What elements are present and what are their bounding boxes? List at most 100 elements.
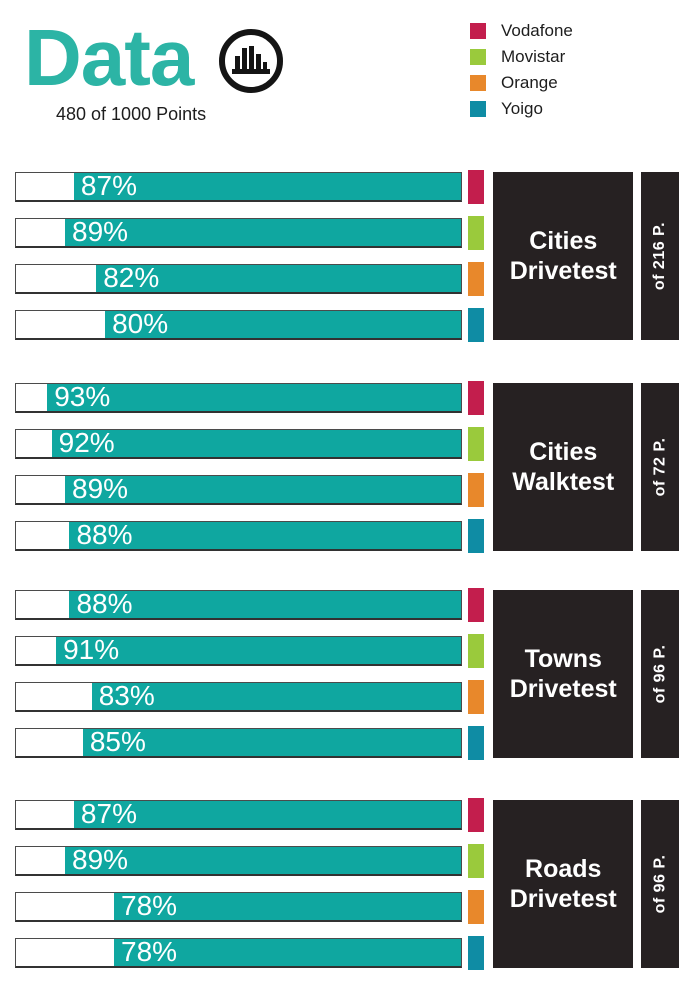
legend-swatch-vodafone xyxy=(470,22,486,39)
bar-value-label: 87% xyxy=(80,172,137,201)
group-label: Cities Drivetest xyxy=(509,226,617,286)
yoigo-marker xyxy=(468,726,485,760)
bar-fill: 78% xyxy=(114,892,462,921)
group-roads-drivetest: 87% 89% 78% 78% xyxy=(15,798,679,970)
orange-marker xyxy=(468,473,485,507)
bar-movistar: 89% xyxy=(15,846,463,876)
legend-swatch-orange xyxy=(470,74,486,91)
movistar-marker xyxy=(468,634,485,668)
operator-marker-column xyxy=(468,588,485,760)
bar-column: 93% 92% 89% 88% xyxy=(15,383,463,551)
bar-value-label: 85% xyxy=(89,728,146,757)
group-points-label: of 72 P. xyxy=(651,437,668,497)
bar-orange: 78% xyxy=(15,892,463,922)
bar-fill: 88% xyxy=(69,590,462,619)
group-points-box: of 96 P. xyxy=(641,590,679,758)
bar-value-label: 80% xyxy=(112,310,169,339)
group-label-box: Cities Drivetest xyxy=(493,172,633,340)
group-label-box: Towns Drivetest xyxy=(493,590,633,758)
bar-chart-circle-icon xyxy=(218,28,284,94)
bar-fill: 78% xyxy=(114,938,462,967)
bar-value-label: 89% xyxy=(72,218,129,247)
vodafone-marker xyxy=(468,588,485,622)
vodafone-marker xyxy=(468,170,485,204)
legend-label-vodafone: Vodafone xyxy=(501,21,573,40)
bar-orange: 89% xyxy=(15,475,463,505)
movistar-marker xyxy=(468,427,485,461)
bar-vodafone: 87% xyxy=(15,172,463,202)
group-points-box: of 216 P. xyxy=(641,172,679,340)
bar-yoigo: 88% xyxy=(15,521,463,551)
bar-movistar: 91% xyxy=(15,636,463,666)
orange-marker xyxy=(468,262,485,296)
bar-fill: 89% xyxy=(65,846,462,875)
legend-swatch-movistar xyxy=(470,48,486,65)
movistar-marker xyxy=(468,216,485,250)
group-label: Cities Walktest xyxy=(512,437,615,497)
bar-orange: 82% xyxy=(15,264,463,294)
legend-label-yoigo: Yoigo xyxy=(501,99,543,118)
bar-value-label: 88% xyxy=(76,521,133,550)
bar-vodafone: 93% xyxy=(15,383,463,413)
bar-fill: 83% xyxy=(91,682,462,711)
group-points-label: of 216 P. xyxy=(651,221,668,291)
group-label: Towns Drivetest xyxy=(509,644,617,704)
bar-fill: 87% xyxy=(73,801,462,828)
operator-marker-column xyxy=(468,381,485,553)
bar-column: 88% 91% 83% 85% xyxy=(15,590,463,758)
bar-value-label: 83% xyxy=(98,682,155,711)
group-points-box: of 96 P. xyxy=(641,800,679,968)
bar-fill: 80% xyxy=(105,310,462,339)
bar-fill: 82% xyxy=(96,264,462,293)
bar-movistar: 92% xyxy=(15,429,463,459)
group-points-box: of 72 P. xyxy=(641,383,679,551)
bar-value-label: 93% xyxy=(54,383,111,412)
legend: Vodafone Movistar Orange Yoigo xyxy=(470,22,573,117)
vodafone-marker xyxy=(468,381,485,415)
legend-item-yoigo: Yoigo xyxy=(470,100,573,117)
legend-item-movistar: Movistar xyxy=(470,48,573,65)
group-label-box: Roads Drivetest xyxy=(493,800,633,968)
vodafone-marker xyxy=(468,798,485,832)
group-points-label: of 96 P. xyxy=(651,854,668,914)
bar-value-label: 88% xyxy=(76,590,133,619)
bar-movistar: 89% xyxy=(15,218,463,248)
group-points-label: of 96 P. xyxy=(651,644,668,704)
bar-value-label: 89% xyxy=(72,475,129,504)
bar-yoigo: 80% xyxy=(15,310,463,340)
bar-yoigo: 78% xyxy=(15,938,463,968)
group-label: Roads Drivetest xyxy=(509,854,617,914)
bar-value-label: 92% xyxy=(58,429,115,458)
bar-column: 87% 89% 82% 80% xyxy=(15,172,463,340)
bar-value-label: 82% xyxy=(103,264,160,293)
bar-vodafone: 88% xyxy=(15,590,463,620)
chart-title: Data xyxy=(24,13,194,102)
bar-fill: 87% xyxy=(73,172,462,201)
bar-value-label: 78% xyxy=(121,938,178,967)
group-cities-walktest: 93% 92% 89% 88% xyxy=(15,381,679,553)
movistar-marker xyxy=(468,844,485,878)
group-cities-drivetest: 87% 89% 82% 80% xyxy=(15,170,679,342)
legend-item-orange: Orange xyxy=(470,74,573,91)
bar-fill: 91% xyxy=(56,636,462,665)
bar-column: 87% 89% 78% 78% xyxy=(15,800,463,968)
yoigo-marker xyxy=(468,519,485,553)
bar-fill: 89% xyxy=(65,218,462,247)
legend-label-movistar: Movistar xyxy=(501,47,566,66)
operator-marker-column xyxy=(468,170,485,342)
bar-vodafone: 87% xyxy=(15,800,463,830)
bar-value-label: 91% xyxy=(63,636,120,665)
orange-marker xyxy=(468,680,485,714)
legend-item-vodafone: Vodafone xyxy=(470,22,573,39)
bar-fill: 93% xyxy=(47,383,462,412)
bar-value-label: 78% xyxy=(121,892,178,921)
group-label-box: Cities Walktest xyxy=(493,383,633,551)
bar-value-label: 89% xyxy=(72,846,129,875)
yoigo-marker xyxy=(468,936,485,970)
group-towns-drivetest: 88% 91% 83% 85% xyxy=(15,588,679,760)
bar-fill: 92% xyxy=(51,429,462,458)
bar-fill: 89% xyxy=(65,475,462,504)
legend-swatch-yoigo xyxy=(470,100,486,117)
bar-orange: 83% xyxy=(15,682,463,712)
